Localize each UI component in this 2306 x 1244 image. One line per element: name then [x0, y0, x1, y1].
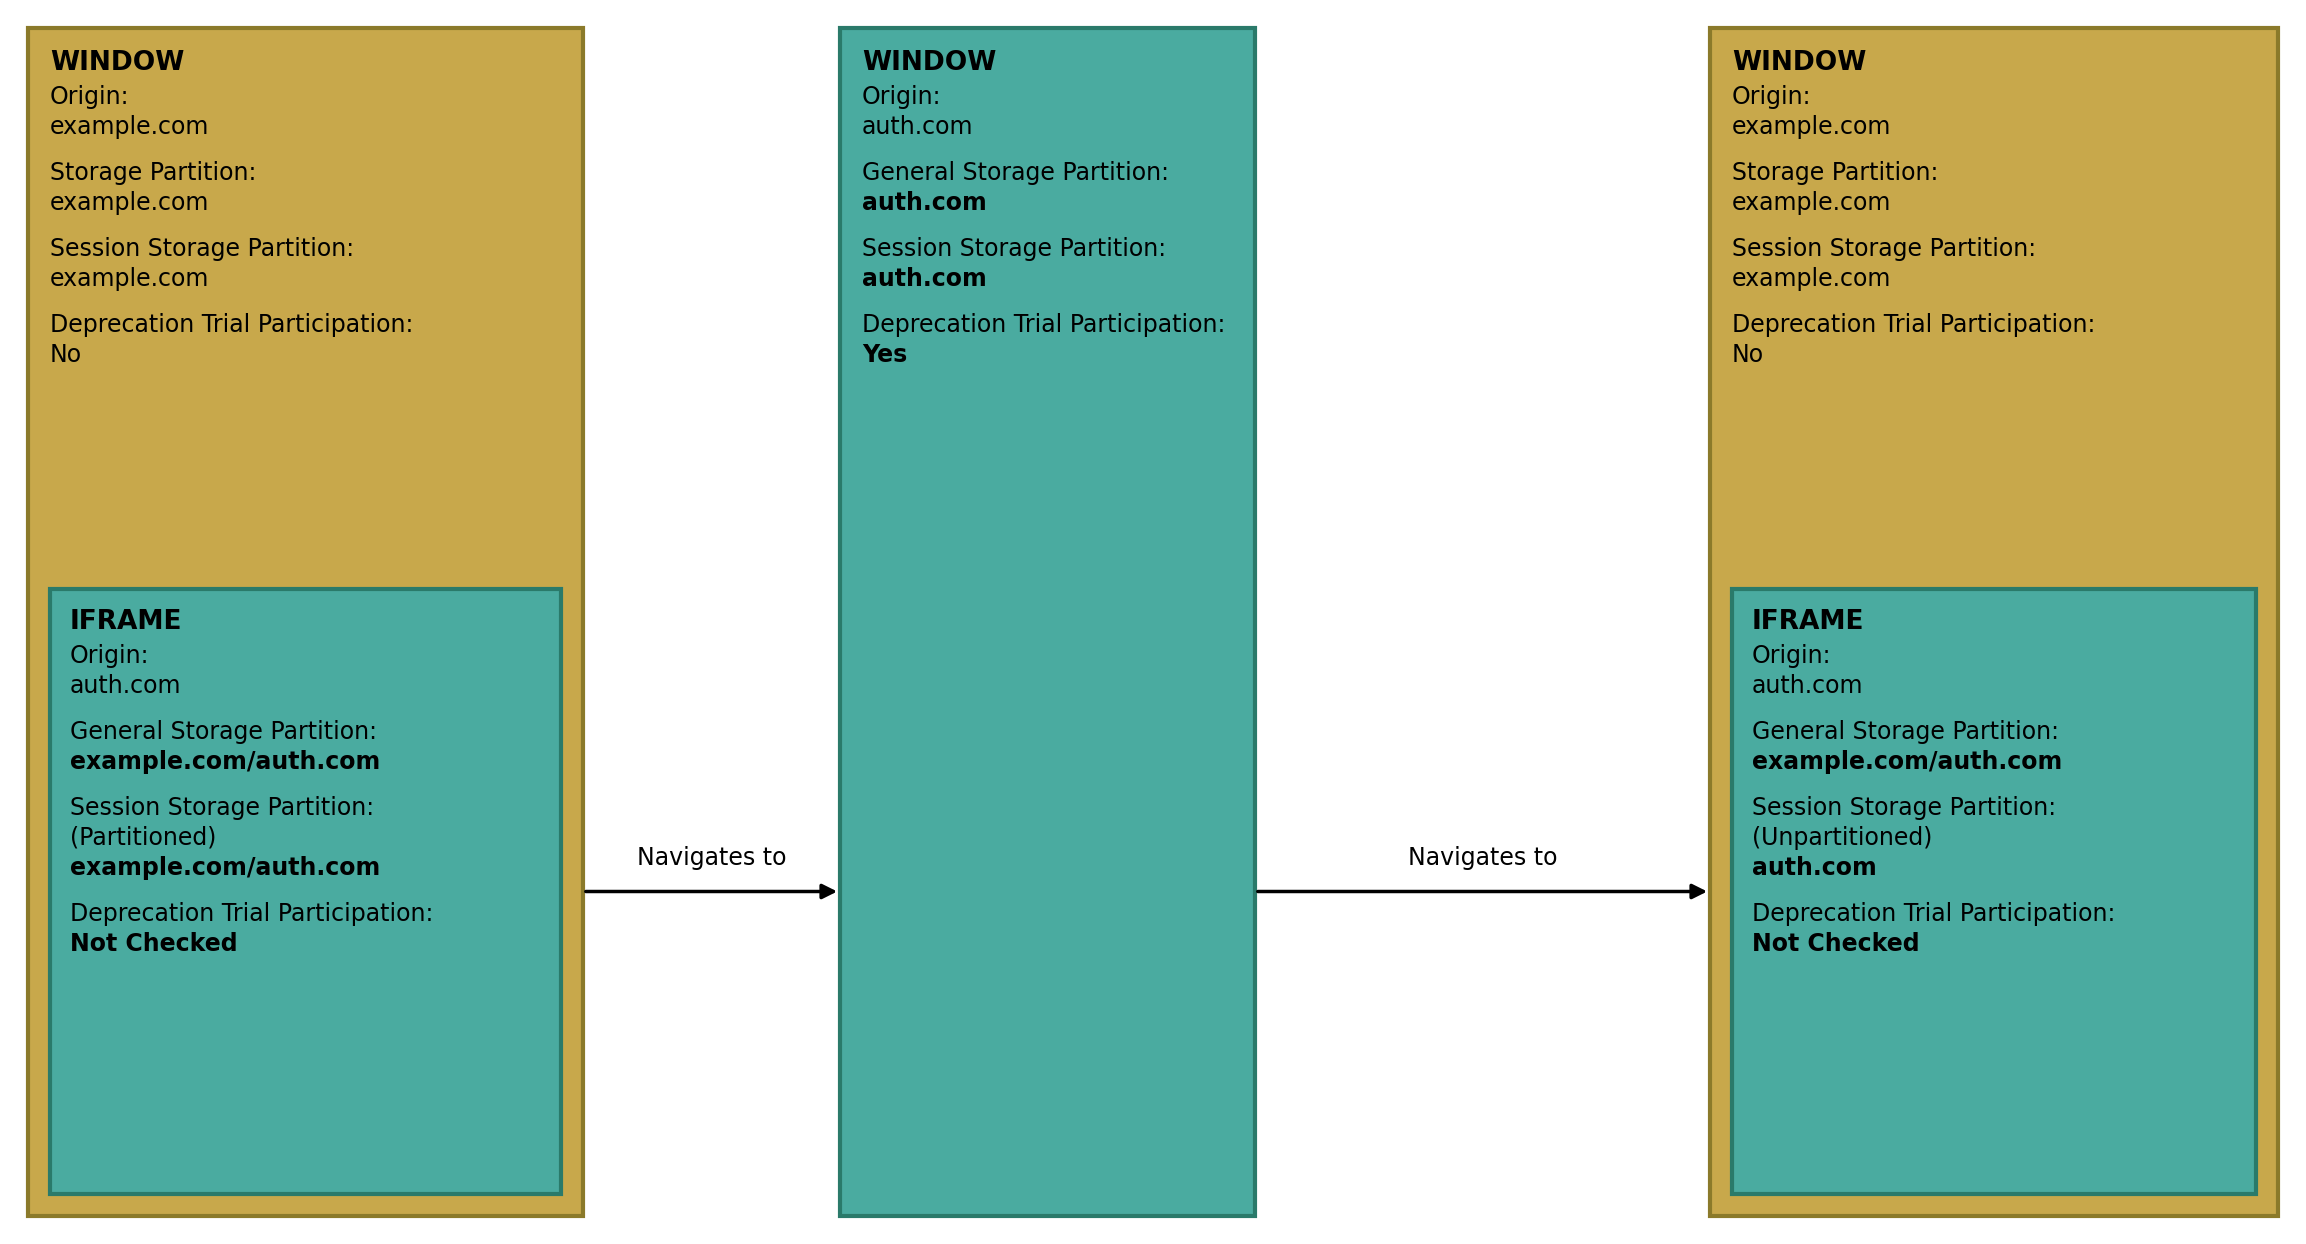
Text: example.com: example.com — [1732, 266, 1891, 291]
Text: No: No — [51, 342, 83, 367]
Text: auth.com: auth.com — [862, 266, 987, 291]
Text: Deprecation Trial Participation:: Deprecation Trial Participation: — [1732, 312, 2096, 337]
Text: example.com: example.com — [51, 114, 210, 138]
Text: Deprecation Trial Participation:: Deprecation Trial Participation: — [51, 312, 413, 337]
Text: (Partitioned): (Partitioned) — [69, 826, 217, 850]
Text: example.com: example.com — [51, 266, 210, 291]
Text: example.com: example.com — [51, 190, 210, 215]
Text: Origin:: Origin: — [862, 85, 941, 108]
Text: IFRAME: IFRAME — [69, 610, 182, 634]
Text: WINDOW: WINDOW — [51, 50, 184, 76]
Text: General Storage Partition:: General Storage Partition: — [862, 160, 1169, 184]
Text: Navigates to: Navigates to — [1407, 846, 1557, 870]
Text: No: No — [1732, 342, 1764, 367]
Text: example.com/auth.com: example.com/auth.com — [69, 750, 380, 774]
Text: Origin:: Origin: — [51, 85, 129, 108]
Text: Not Checked: Not Checked — [69, 932, 238, 955]
Text: Deprecation Trial Participation:: Deprecation Trial Participation: — [1753, 902, 2115, 926]
Text: example.com: example.com — [1732, 190, 1891, 215]
Text: auth.com: auth.com — [862, 190, 987, 215]
FancyBboxPatch shape — [1711, 29, 2278, 1215]
Text: IFRAME: IFRAME — [1753, 610, 1866, 634]
Text: Deprecation Trial Participation:: Deprecation Trial Participation: — [862, 312, 1224, 337]
Text: auth.com: auth.com — [1753, 856, 1877, 880]
Text: Not Checked: Not Checked — [1753, 932, 1919, 955]
Text: example.com: example.com — [1732, 114, 1891, 138]
Text: Origin:: Origin: — [1753, 643, 1831, 668]
Text: General Storage Partition:: General Storage Partition: — [1753, 719, 2059, 744]
Text: Session Storage Partition:: Session Storage Partition: — [51, 236, 355, 260]
Text: Storage Partition:: Storage Partition: — [51, 160, 256, 184]
FancyBboxPatch shape — [51, 588, 560, 1194]
Text: General Storage Partition:: General Storage Partition: — [69, 719, 376, 744]
Text: auth.com: auth.com — [69, 673, 182, 698]
Text: Yes: Yes — [862, 342, 906, 367]
Text: (Unpartitioned): (Unpartitioned) — [1753, 826, 1932, 850]
Text: Origin:: Origin: — [69, 643, 150, 668]
Text: Session Storage Partition:: Session Storage Partition: — [69, 796, 374, 820]
Text: auth.com: auth.com — [862, 114, 973, 138]
Text: example.com/auth.com: example.com/auth.com — [1753, 750, 2062, 774]
FancyBboxPatch shape — [839, 29, 1254, 1215]
Text: Session Storage Partition:: Session Storage Partition: — [862, 236, 1167, 260]
Text: WINDOW: WINDOW — [1732, 50, 1866, 76]
Text: Origin:: Origin: — [1732, 85, 1813, 108]
FancyBboxPatch shape — [1732, 588, 2255, 1194]
Text: Session Storage Partition:: Session Storage Partition: — [1732, 236, 2036, 260]
Text: Deprecation Trial Participation:: Deprecation Trial Participation: — [69, 902, 434, 926]
FancyBboxPatch shape — [28, 29, 583, 1215]
Text: Storage Partition:: Storage Partition: — [1732, 160, 1939, 184]
Text: Session Storage Partition:: Session Storage Partition: — [1753, 796, 2057, 820]
Text: example.com/auth.com: example.com/auth.com — [69, 856, 380, 880]
Text: Navigates to: Navigates to — [636, 846, 786, 870]
Text: WINDOW: WINDOW — [862, 50, 996, 76]
Text: auth.com: auth.com — [1753, 673, 1863, 698]
